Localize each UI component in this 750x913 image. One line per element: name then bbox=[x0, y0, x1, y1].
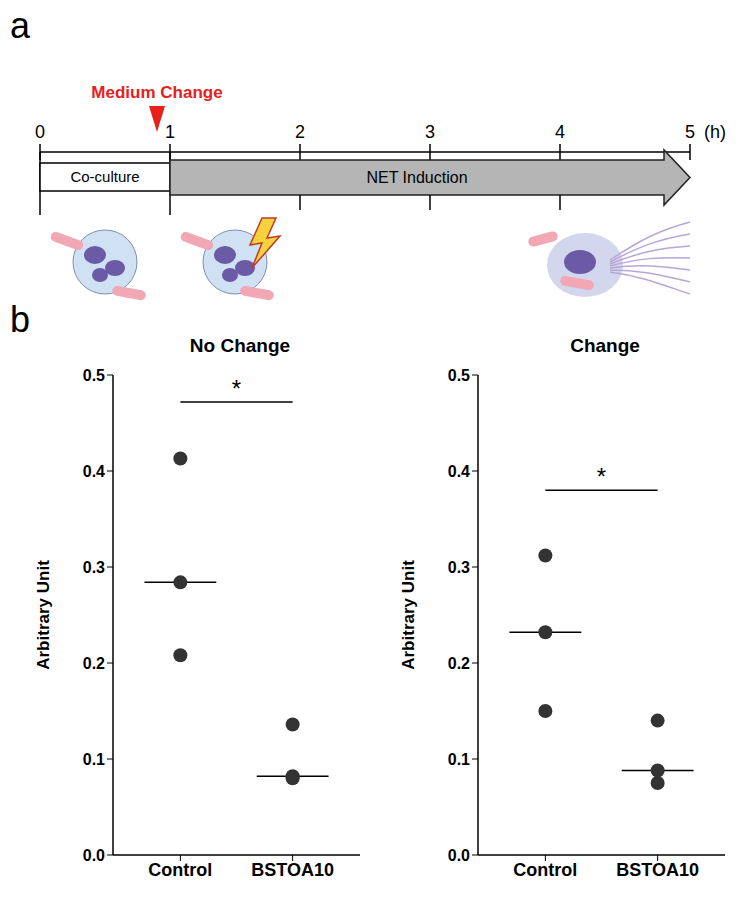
svg-text:3: 3 bbox=[425, 122, 435, 142]
svg-text:0.3: 0.3 bbox=[448, 559, 470, 576]
svg-text:Co-culture: Co-culture bbox=[70, 168, 139, 185]
svg-text:0.0: 0.0 bbox=[83, 847, 105, 864]
svg-text:*: * bbox=[597, 463, 606, 490]
svg-text:Control: Control bbox=[148, 860, 212, 880]
svg-text:a: a bbox=[10, 5, 31, 46]
svg-text:0.0: 0.0 bbox=[448, 847, 470, 864]
svg-text:0.3: 0.3 bbox=[83, 559, 105, 576]
svg-text:Arbitrary Unit: Arbitrary Unit bbox=[399, 560, 418, 670]
svg-text:(h): (h) bbox=[704, 122, 726, 142]
svg-text:0.4: 0.4 bbox=[83, 463, 105, 480]
svg-text:4: 4 bbox=[555, 122, 565, 142]
html-text:Change: Change bbox=[570, 335, 640, 356]
svg-text:0.4: 0.4 bbox=[448, 463, 470, 480]
svg-text:Arbitrary Unit: Arbitrary Unit bbox=[34, 560, 53, 670]
svg-text:0.5: 0.5 bbox=[448, 367, 470, 384]
svg-text:0.2: 0.2 bbox=[448, 655, 470, 672]
html-text:No Change: No Change bbox=[189, 335, 291, 356]
svg-text:NET Induction: NET Induction bbox=[366, 169, 467, 186]
svg-text:BSTOA10: BSTOA10 bbox=[616, 860, 699, 880]
html-text:b: b bbox=[10, 299, 30, 340]
svg-text:Control: Control bbox=[513, 860, 577, 880]
svg-text:1: 1 bbox=[165, 122, 175, 142]
svg-text:0.1: 0.1 bbox=[83, 751, 105, 768]
svg-text:0.5: 0.5 bbox=[83, 367, 105, 384]
svg-text:5: 5 bbox=[685, 122, 695, 142]
svg-text:0: 0 bbox=[35, 122, 45, 142]
svg-text:2: 2 bbox=[295, 122, 305, 142]
svg-text:0.2: 0.2 bbox=[83, 655, 105, 672]
svg-text:0.1: 0.1 bbox=[448, 751, 470, 768]
svg-text:Medium Change: Medium Change bbox=[91, 83, 222, 102]
svg-text:*: * bbox=[232, 375, 241, 402]
svg-text:BSTOA10: BSTOA10 bbox=[251, 860, 334, 880]
